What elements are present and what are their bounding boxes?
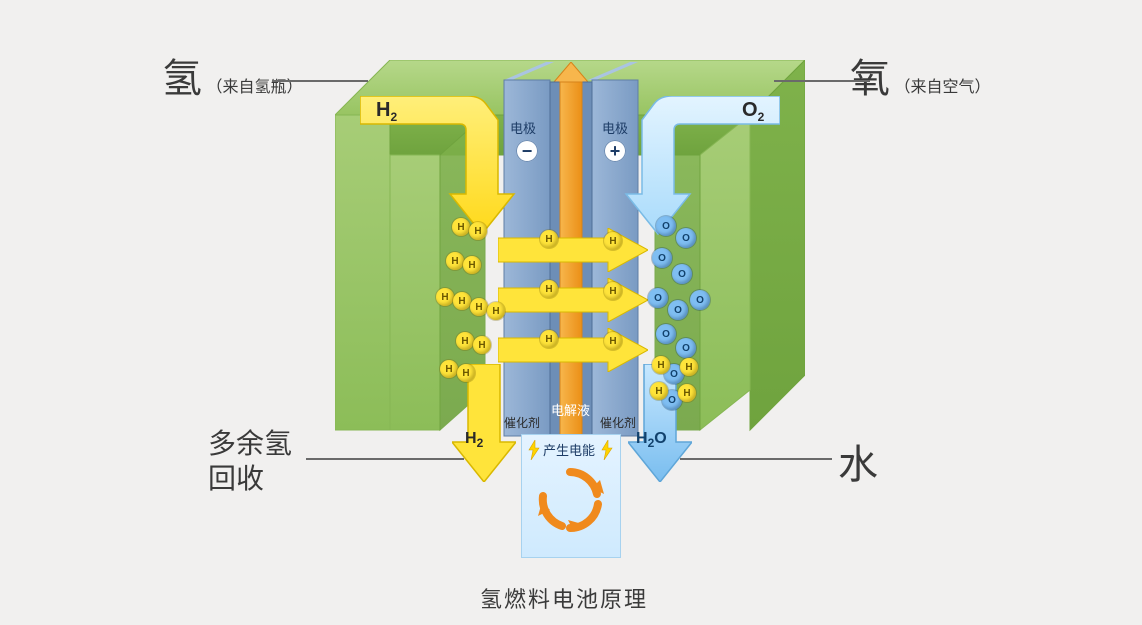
h2o-exit-text: H2O bbox=[636, 430, 667, 450]
h2-exit-text: H2 bbox=[465, 430, 483, 450]
hydrogen-atom: H bbox=[604, 282, 622, 300]
hydrogen-atom: H bbox=[678, 384, 696, 402]
oxygen-atom: O bbox=[672, 264, 692, 284]
oxygen-atom: O bbox=[676, 338, 696, 358]
hydrogen-atom: H bbox=[680, 358, 698, 376]
proton-arrow-3 bbox=[498, 328, 648, 372]
hydrogen-atom: H bbox=[473, 336, 491, 354]
hydrogen-atom: H bbox=[650, 382, 668, 400]
hydrogen-atom: H bbox=[436, 288, 454, 306]
hydrogen-atom: H bbox=[540, 230, 558, 248]
electrolyte-label: 电解液 bbox=[551, 400, 590, 419]
hydrogen-atom: H bbox=[457, 364, 475, 382]
hydrogen-atom: H bbox=[446, 252, 464, 270]
h2-exit-arrow bbox=[452, 364, 516, 482]
hydrogen-atom: H bbox=[469, 222, 487, 240]
oxygen-atom: O bbox=[690, 290, 710, 310]
h2-inlet-text: H2 bbox=[376, 99, 397, 124]
lightning-left-icon bbox=[527, 440, 541, 460]
hydrogen-atom: H bbox=[470, 298, 488, 316]
leader-water bbox=[680, 458, 832, 460]
hydrogen-atom: H bbox=[540, 280, 558, 298]
oxygen-atom: O bbox=[668, 300, 688, 320]
oxygen-atom: O bbox=[676, 228, 696, 248]
water-label: 水 bbox=[838, 432, 878, 490]
hydrogen-atom: H bbox=[453, 292, 471, 310]
diagram-title: 氢燃料电池原理 bbox=[480, 582, 648, 614]
proton-arrow-2 bbox=[498, 278, 648, 322]
hydrogen-label: 氢 （来自氢瓶） bbox=[162, 46, 302, 104]
hydrogen-atom: H bbox=[456, 332, 474, 350]
hydrogen-atom: H bbox=[487, 302, 505, 320]
leader-h-in bbox=[272, 80, 368, 82]
excess-h2-label: 多余氢回收 bbox=[208, 426, 292, 496]
oxygen-atom: O bbox=[656, 324, 676, 344]
hydrogen-atom: H bbox=[540, 330, 558, 348]
hydrogen-atom: H bbox=[604, 332, 622, 350]
oxygen-atom: O bbox=[656, 216, 676, 236]
hydrogen-atom: H bbox=[440, 360, 458, 378]
hydrogen-atom: H bbox=[652, 356, 670, 374]
oxygen-atom: O bbox=[652, 248, 672, 268]
leader-o-in bbox=[774, 80, 870, 82]
hydrogen-atom: H bbox=[463, 256, 481, 274]
hydrogen-atom: H bbox=[452, 218, 470, 236]
lightning-right-icon bbox=[600, 440, 614, 460]
oxygen-label: 氧 （来自空气） bbox=[850, 46, 990, 104]
hydrogen-atom: H bbox=[604, 232, 622, 250]
cycle-icon bbox=[534, 464, 606, 536]
leader-excess bbox=[306, 458, 464, 460]
oxygen-atom: O bbox=[648, 288, 668, 308]
proton-arrow-1 bbox=[498, 228, 648, 272]
energy-label: 产生电能 bbox=[543, 440, 595, 459]
o2-inlet-text: O2 bbox=[742, 99, 764, 124]
